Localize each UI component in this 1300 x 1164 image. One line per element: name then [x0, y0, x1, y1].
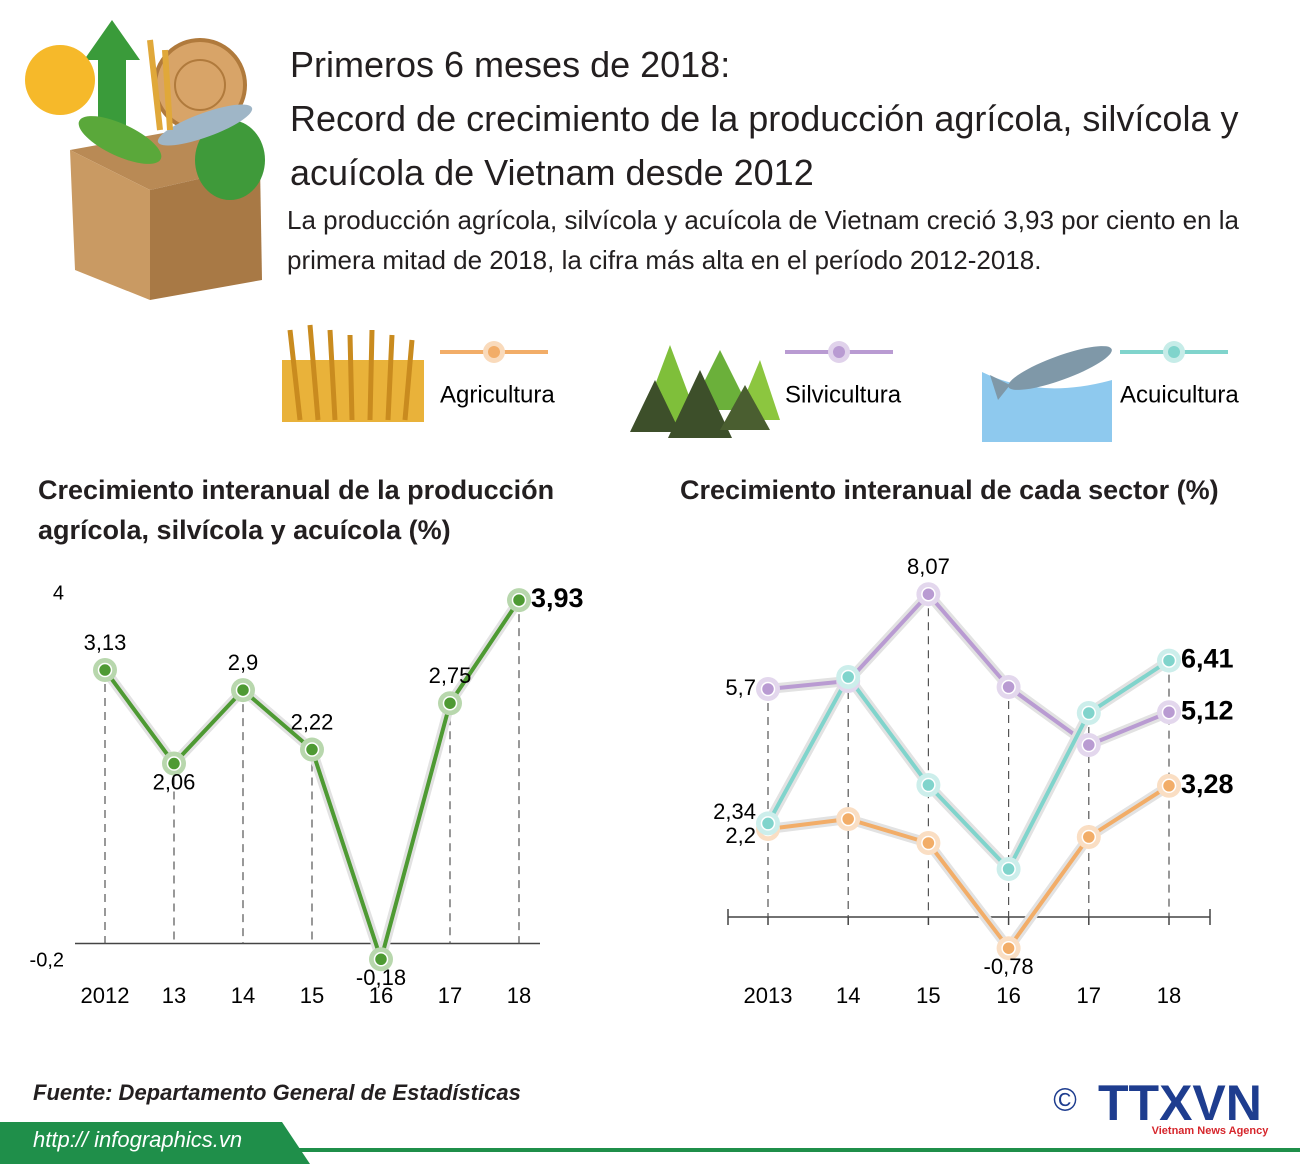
- x-tick-label: 15: [916, 983, 940, 1008]
- chart-title: Crecimiento interanual de cada sector (%…: [680, 475, 1219, 505]
- x-tick-label: 2013: [744, 983, 793, 1008]
- x-tick-label: 18: [1157, 983, 1181, 1008]
- data-label: 2,75: [429, 663, 472, 688]
- agency-name: Vietnam News Agency: [1152, 1125, 1270, 1137]
- x-tick-label: 16: [996, 983, 1020, 1008]
- copyright: ©: [1053, 1081, 1077, 1117]
- marker: [511, 592, 527, 608]
- marker: [840, 811, 856, 827]
- line-halo: [767, 781, 1172, 954]
- legend-label: Agricultura: [440, 381, 555, 408]
- data-label: 3,13: [84, 630, 127, 655]
- y-tick-label: -0,2: [30, 949, 64, 971]
- series-line: [767, 784, 1171, 951]
- x-tick-label: 13: [162, 983, 186, 1008]
- marker: [442, 695, 458, 711]
- data-label: 2,06: [153, 769, 196, 794]
- x-tick-label: 17: [438, 983, 462, 1008]
- forest-icon: [630, 345, 780, 438]
- legend-marker: [1168, 346, 1180, 358]
- fish-icon: [982, 346, 1112, 442]
- series-line: [767, 592, 1170, 747]
- data-label: 5,12: [1181, 695, 1234, 725]
- data-label: 2,9: [228, 650, 259, 675]
- chart-title: Crecimiento interanual de la producción …: [38, 475, 555, 545]
- marker: [235, 682, 251, 698]
- footer-band: [0, 1122, 1300, 1164]
- x-tick-label: 18: [507, 983, 531, 1008]
- x-tick-label: 2012: [81, 983, 130, 1008]
- legend-label: Silvicultura: [785, 381, 902, 408]
- marker: [760, 816, 776, 831]
- marker: [373, 952, 389, 967]
- data-label: 8,07: [907, 554, 950, 579]
- marker: [1001, 861, 1016, 877]
- marker: [1001, 940, 1016, 956]
- data-label: 3,93: [531, 583, 584, 613]
- marker: [97, 662, 113, 678]
- data-label: 2,2: [725, 823, 756, 848]
- line-halo: [763, 656, 1172, 874]
- legend-label: Acuicultura: [1120, 381, 1239, 408]
- x-tick-label: 14: [836, 983, 860, 1008]
- data-label: 3,28: [1181, 769, 1234, 799]
- marker: [921, 835, 936, 851]
- marker: [840, 669, 856, 685]
- marker: [1081, 737, 1097, 753]
- data-label: 5,7: [725, 675, 756, 700]
- marker: [760, 681, 776, 697]
- marker: [1161, 704, 1177, 720]
- y-tick-label: 4: [53, 582, 64, 604]
- data-label: 2,22: [291, 709, 334, 734]
- source: Fuente: Departamento General de Estadíst…: [33, 1080, 521, 1105]
- data-label: 6,41: [1181, 644, 1234, 674]
- legend-marker: [833, 346, 845, 358]
- marker: [921, 777, 936, 793]
- marker: [1161, 653, 1177, 668]
- logo: TTXVN: [1098, 1075, 1262, 1131]
- marker: [1161, 778, 1177, 794]
- data-label: 2,34: [713, 799, 756, 824]
- url: http:// infographics.vn: [33, 1127, 243, 1152]
- x-tick-label: 15: [300, 983, 324, 1008]
- marker: [921, 586, 936, 602]
- summary: La producción agrícola, silvícola y acuí…: [287, 205, 1239, 275]
- series-line: [766, 658, 1171, 871]
- marker: [1001, 679, 1016, 695]
- marker: [1081, 829, 1097, 845]
- legend-marker: [488, 346, 500, 358]
- data-label: -0,78: [984, 954, 1034, 979]
- marker: [166, 756, 182, 771]
- title: Primeros 6 meses de 2018:: [290, 44, 731, 85]
- x-tick-label: 14: [231, 983, 255, 1008]
- data-label: -0,18: [356, 965, 406, 990]
- x-tick-label: 16: [369, 983, 393, 1008]
- x-tick-label: 17: [1077, 983, 1101, 1008]
- wheat-icon: [282, 324, 424, 422]
- marker: [1081, 705, 1097, 721]
- produce-box-illustration: [25, 20, 265, 300]
- marker: [304, 742, 320, 757]
- headline: Record de crecimiento de la producción a…: [290, 98, 1239, 193]
